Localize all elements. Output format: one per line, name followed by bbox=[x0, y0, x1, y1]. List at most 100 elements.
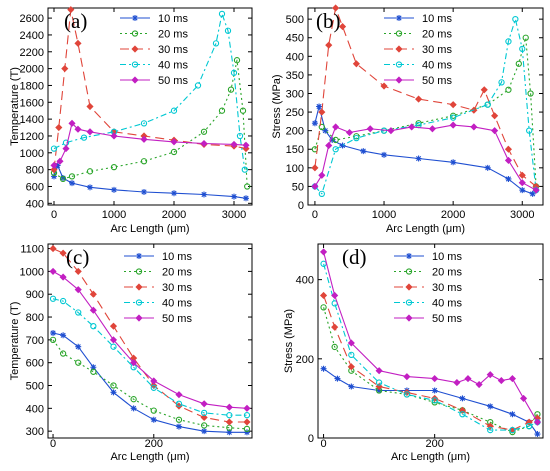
chart2-data-point bbox=[49, 336, 57, 344]
chart0-data-point bbox=[233, 57, 241, 64]
chart1-data-point bbox=[366, 125, 374, 133]
chart1-data-point bbox=[428, 125, 436, 133]
chart1-legend-label: 30 ms bbox=[422, 44, 452, 56]
chart3-series-3 bbox=[320, 260, 541, 434]
chart3-data-point bbox=[320, 365, 327, 372]
chart2-data-point bbox=[243, 418, 251, 426]
chart1-xtick-label: 2000 bbox=[441, 209, 465, 221]
chart2-ytick-label: 600 bbox=[26, 358, 44, 370]
chart2-legend-marker bbox=[136, 253, 142, 259]
chart3-data-point bbox=[331, 343, 338, 351]
chart1-data-point bbox=[332, 146, 339, 153]
chart0-data-point bbox=[50, 161, 58, 169]
chart3-ytick-label: 400 bbox=[296, 275, 314, 287]
chart2-series-line bbox=[52, 332, 247, 433]
chart1-data-point bbox=[415, 120, 422, 127]
chart2-data-point bbox=[150, 416, 157, 423]
chart2-data-point bbox=[89, 306, 97, 314]
chart0-data-point bbox=[68, 119, 76, 127]
chart0-data-point bbox=[170, 107, 178, 114]
chart2-legend-label: 50 ms bbox=[162, 313, 192, 325]
chart1-data-point bbox=[311, 164, 319, 172]
chart0-data-point bbox=[243, 195, 249, 202]
chart1-legend-marker bbox=[395, 45, 403, 53]
chart1-data-point bbox=[318, 171, 326, 179]
chart3-data-point bbox=[431, 397, 438, 404]
chart3-legend: 10 ms 20 ms 30 ms 40 ms 50 ms bbox=[394, 251, 462, 325]
chart0-data-point bbox=[201, 191, 207, 198]
chart2-yaxis-title: Temperature (T) bbox=[9, 302, 21, 381]
chart1-data-point bbox=[484, 101, 491, 108]
chart2-data-point bbox=[74, 267, 82, 275]
chart2-ytick-label: 300 bbox=[26, 426, 44, 438]
chart0-data-point bbox=[74, 125, 82, 133]
chart0-data-point bbox=[224, 27, 232, 34]
chart0-xtick-label: 1000 bbox=[102, 209, 126, 221]
chart2-data-point bbox=[59, 297, 67, 305]
chart2-data-point bbox=[243, 404, 251, 412]
chart2-data-point bbox=[200, 422, 208, 429]
chart3-panel-label: (d) bbox=[342, 245, 367, 269]
chart3-data-point bbox=[347, 363, 355, 371]
chart2-data-point bbox=[200, 413, 208, 422]
chart2-data-point bbox=[175, 416, 183, 423]
chart2-data-point bbox=[150, 377, 158, 385]
chart1-ytick-label: 350 bbox=[286, 70, 304, 82]
chart0-ytick-label: 800 bbox=[26, 165, 44, 177]
chart3-series-4 bbox=[319, 248, 542, 426]
chart1-data-point bbox=[526, 127, 533, 134]
chart1-plot-frame bbox=[307, 7, 544, 206]
chart3-data-point bbox=[348, 383, 355, 390]
chart1-data-point bbox=[353, 133, 360, 140]
chart1-data-point bbox=[381, 151, 388, 158]
chart3-data-point bbox=[509, 426, 516, 434]
chart0-panel-label: (a) bbox=[64, 9, 87, 33]
chart1-ytick-label: 100 bbox=[286, 163, 304, 175]
chart3-data-point bbox=[475, 380, 483, 389]
chart2-legend-label: 20 ms bbox=[162, 267, 192, 279]
chart3-data-point bbox=[331, 323, 339, 331]
chart2-legend: 10 ms 20 ms 30 ms 40 ms 50 ms bbox=[124, 251, 192, 325]
chart0-series-line bbox=[53, 13, 246, 170]
chart0-data-point bbox=[74, 39, 82, 47]
chart1-legend-label: 50 ms bbox=[422, 75, 452, 87]
chart1-data-point bbox=[415, 155, 422, 162]
chart2-data-point bbox=[130, 396, 137, 403]
chart0-series-0 bbox=[51, 162, 249, 202]
chart2-data-point bbox=[150, 407, 157, 414]
chart0-data-point bbox=[230, 69, 238, 76]
chart3-xaxis-title: Arc Length (μm) bbox=[391, 451, 470, 463]
chart2-data-point bbox=[49, 267, 57, 275]
chart2-ytick-label: 700 bbox=[26, 335, 44, 347]
chart2-data-point bbox=[226, 429, 233, 436]
chart1-data-point bbox=[470, 123, 478, 131]
chart0-data-point bbox=[86, 128, 94, 136]
chart3-legend-marker bbox=[406, 253, 412, 259]
chart0-data-point bbox=[241, 166, 248, 173]
chart2-data-point bbox=[59, 273, 67, 281]
chart3-data-point bbox=[533, 418, 542, 426]
chart1-data-point bbox=[408, 123, 416, 131]
chart1-data-point bbox=[505, 175, 512, 182]
chart0-data-point bbox=[50, 166, 58, 174]
chart3-data-point bbox=[347, 339, 355, 347]
chart3-data-point bbox=[486, 371, 494, 379]
chart2-series-3 bbox=[49, 295, 251, 419]
chart2-panel-label: (c) bbox=[66, 245, 89, 269]
chart0-data-point bbox=[80, 134, 88, 141]
chart0-data-point bbox=[54, 162, 61, 169]
chart2-data-point bbox=[175, 391, 183, 399]
chart0-data-point bbox=[60, 175, 66, 182]
chart0-data-point bbox=[141, 188, 147, 195]
chart0-data-point bbox=[140, 158, 148, 165]
chart3-legend-label: 40 ms bbox=[432, 298, 462, 310]
chart1-data-point bbox=[353, 134, 360, 142]
chart1-data-point bbox=[316, 103, 323, 110]
chart0-data-point bbox=[230, 140, 238, 148]
chart2-data-point bbox=[50, 330, 57, 337]
chart0-data-point bbox=[110, 163, 118, 171]
chart2-legend-marker bbox=[135, 283, 143, 291]
chart3-legend-marker bbox=[405, 283, 413, 291]
chart2-data-point bbox=[200, 400, 208, 408]
